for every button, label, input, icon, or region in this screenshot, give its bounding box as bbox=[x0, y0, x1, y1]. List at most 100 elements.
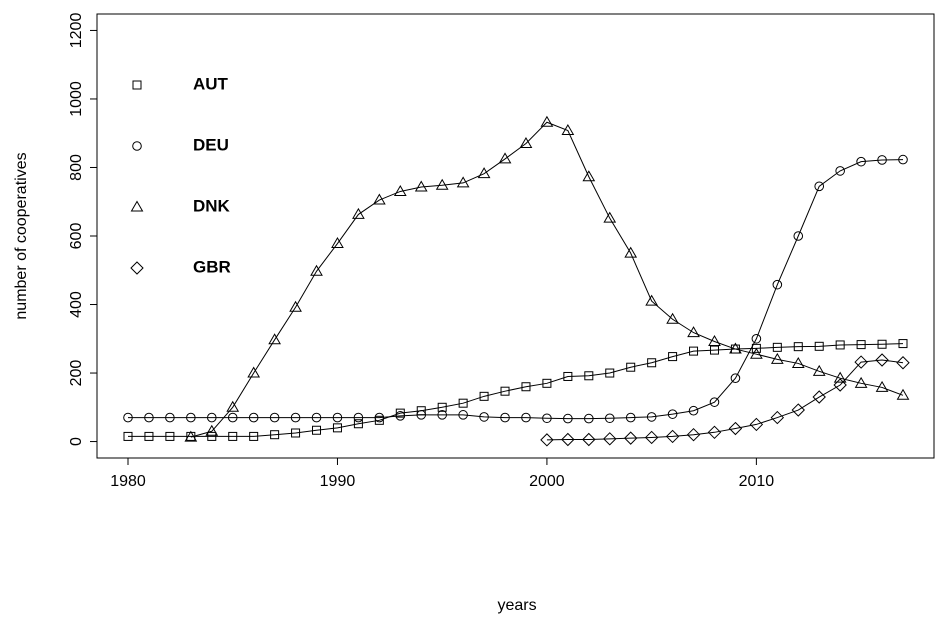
marker bbox=[519, 137, 533, 148]
marker bbox=[730, 373, 741, 383]
marker bbox=[332, 412, 343, 423]
marker bbox=[248, 412, 259, 423]
series-line bbox=[190, 121, 904, 438]
marker bbox=[687, 326, 700, 338]
marker bbox=[665, 429, 680, 444]
marker bbox=[521, 382, 531, 392]
marker bbox=[667, 409, 678, 419]
marker bbox=[812, 390, 826, 404]
y-tick-label: 200 bbox=[68, 360, 85, 387]
marker bbox=[877, 339, 887, 349]
x-tick-label: 2010 bbox=[739, 473, 775, 490]
marker bbox=[540, 433, 554, 447]
legend-label: GBR bbox=[193, 257, 231, 276]
legend-label: AUT bbox=[193, 74, 229, 93]
marker bbox=[352, 207, 365, 219]
y-tick-label: 0 bbox=[68, 437, 85, 446]
marker bbox=[751, 343, 761, 353]
marker bbox=[498, 152, 512, 164]
marker bbox=[898, 154, 908, 165]
marker bbox=[793, 231, 804, 241]
marker bbox=[206, 412, 217, 423]
marker bbox=[289, 300, 302, 312]
x-tick-label: 2000 bbox=[529, 473, 565, 490]
marker bbox=[668, 352, 678, 362]
marker bbox=[751, 333, 762, 344]
marker bbox=[646, 412, 657, 422]
marker bbox=[603, 432, 617, 446]
marker bbox=[144, 431, 154, 441]
marker bbox=[854, 376, 868, 388]
series-line bbox=[128, 159, 904, 420]
marker bbox=[750, 347, 763, 359]
marker bbox=[247, 366, 261, 378]
marker bbox=[856, 156, 866, 167]
marker bbox=[896, 388, 910, 400]
marker bbox=[374, 415, 384, 425]
series-line bbox=[546, 359, 904, 441]
marker bbox=[269, 412, 280, 423]
marker bbox=[791, 356, 805, 368]
legend-label: DNK bbox=[193, 196, 231, 215]
marker bbox=[772, 279, 783, 290]
marker bbox=[626, 362, 636, 372]
marker bbox=[561, 123, 575, 135]
marker bbox=[707, 425, 722, 440]
marker bbox=[728, 421, 743, 436]
marker bbox=[416, 410, 427, 420]
marker bbox=[770, 352, 784, 364]
marker bbox=[374, 412, 385, 423]
marker bbox=[666, 312, 679, 324]
marker bbox=[584, 413, 594, 424]
marker bbox=[435, 178, 449, 190]
marker bbox=[144, 412, 154, 423]
y-tick-label: 600 bbox=[68, 223, 85, 250]
marker bbox=[709, 345, 719, 355]
marker bbox=[812, 364, 826, 376]
marker bbox=[456, 176, 470, 188]
marker bbox=[624, 246, 638, 258]
y-tick-label: 800 bbox=[68, 154, 85, 181]
marker bbox=[561, 432, 575, 447]
marker bbox=[729, 342, 742, 354]
marker bbox=[749, 417, 764, 432]
marker bbox=[563, 371, 573, 381]
marker bbox=[205, 424, 219, 436]
y-tick-label: 1000 bbox=[68, 81, 85, 117]
x-tick-label: 1990 bbox=[320, 473, 356, 490]
marker bbox=[207, 431, 217, 441]
legend-label: DEU bbox=[193, 135, 229, 154]
marker bbox=[647, 358, 657, 368]
marker bbox=[270, 430, 280, 440]
marker bbox=[793, 342, 803, 352]
legend-marker bbox=[130, 261, 144, 275]
marker bbox=[477, 167, 491, 179]
legend-marker bbox=[130, 200, 144, 212]
marker bbox=[165, 412, 175, 423]
marker bbox=[227, 412, 238, 423]
marker bbox=[772, 342, 782, 352]
marker bbox=[458, 410, 468, 420]
marker bbox=[898, 339, 908, 349]
marker bbox=[353, 412, 364, 423]
marker bbox=[542, 413, 552, 424]
marker bbox=[875, 353, 889, 367]
marker bbox=[833, 371, 847, 383]
marker bbox=[437, 410, 447, 420]
marker bbox=[835, 166, 845, 176]
marker bbox=[854, 355, 868, 369]
marker bbox=[604, 413, 615, 424]
marker bbox=[123, 431, 133, 441]
marker bbox=[353, 419, 363, 429]
marker bbox=[395, 408, 405, 418]
marker bbox=[437, 402, 447, 412]
marker bbox=[686, 427, 701, 442]
marker bbox=[268, 333, 281, 345]
marker bbox=[332, 423, 342, 433]
marker bbox=[372, 193, 386, 205]
marker bbox=[835, 340, 845, 350]
marker bbox=[290, 412, 301, 423]
marker bbox=[331, 237, 344, 249]
marker bbox=[814, 341, 824, 351]
marker bbox=[645, 294, 659, 306]
